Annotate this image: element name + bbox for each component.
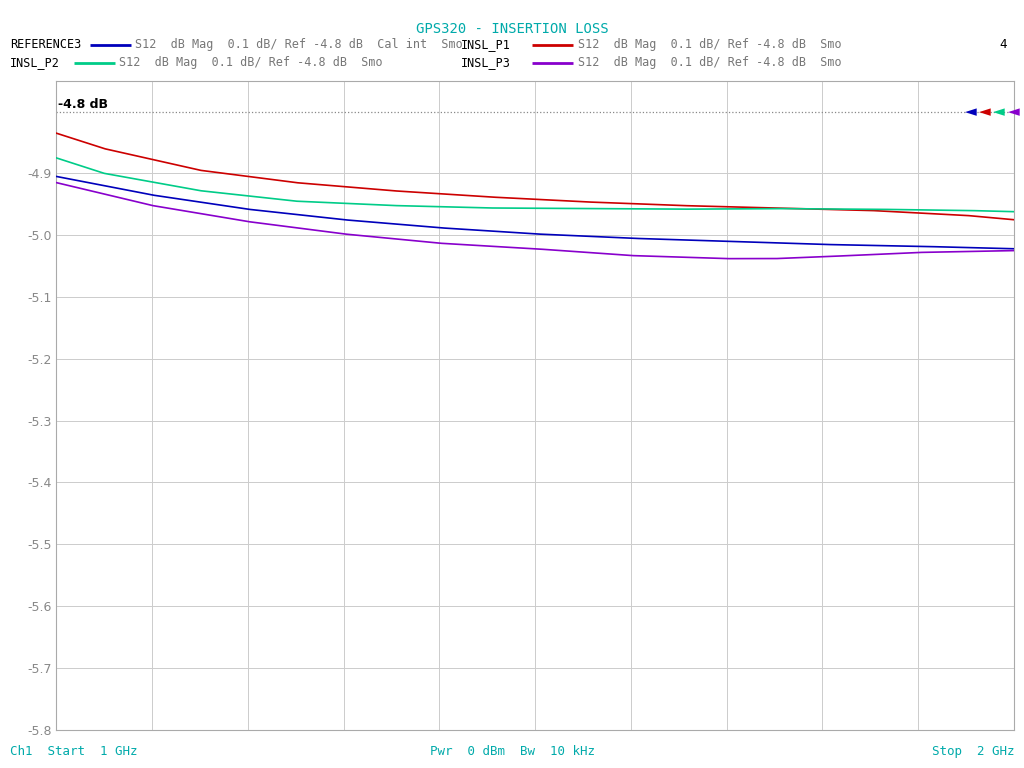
Text: S12  dB Mag  0.1 dB/ Ref -4.8 dB  Smo: S12 dB Mag 0.1 dB/ Ref -4.8 dB Smo	[578, 57, 841, 69]
Text: 4: 4	[999, 38, 1007, 51]
Text: ◄: ◄	[993, 104, 1005, 119]
Text: Stop  2 GHz: Stop 2 GHz	[932, 745, 1015, 758]
Text: ◄: ◄	[965, 104, 976, 119]
Text: S12  dB Mag  0.1 dB/ Ref -4.8 dB  Smo: S12 dB Mag 0.1 dB/ Ref -4.8 dB Smo	[578, 38, 841, 51]
Text: REFERENCE3: REFERENCE3	[10, 38, 82, 51]
Text: INSL_P2: INSL_P2	[10, 57, 60, 69]
Text: INSL_P3: INSL_P3	[461, 57, 511, 69]
Text: Ch1  Start  1 GHz: Ch1 Start 1 GHz	[10, 745, 138, 758]
Text: ◄: ◄	[1008, 104, 1019, 119]
Text: GPS320 - INSERTION LOSS: GPS320 - INSERTION LOSS	[416, 22, 608, 35]
Text: -4.8 dB: -4.8 dB	[58, 98, 109, 111]
Text: S12  dB Mag  0.1 dB/ Ref -4.8 dB  Smo: S12 dB Mag 0.1 dB/ Ref -4.8 dB Smo	[119, 57, 382, 69]
Text: S12  dB Mag  0.1 dB/ Ref -4.8 dB  Cal int  Smo: S12 dB Mag 0.1 dB/ Ref -4.8 dB Cal int S…	[135, 38, 463, 51]
Text: ◄: ◄	[979, 104, 990, 119]
Text: Pwr  0 dBm  Bw  10 kHz: Pwr 0 dBm Bw 10 kHz	[430, 745, 595, 758]
Text: INSL_P1: INSL_P1	[461, 38, 511, 51]
